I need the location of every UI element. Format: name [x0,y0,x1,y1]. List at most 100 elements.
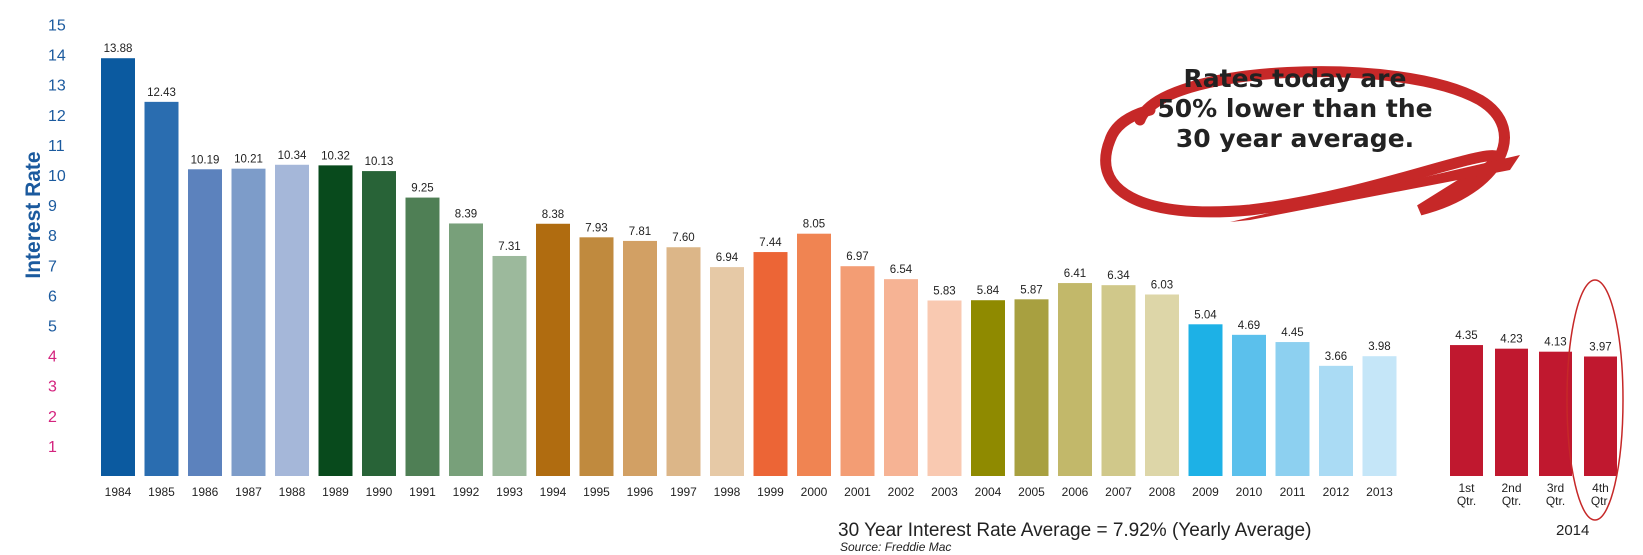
x-tick-label: 1994 [540,485,567,499]
bar-value-label: 6.03 [1151,279,1173,291]
bar-value-label: 3.66 [1325,351,1347,363]
callout-text: Rates today are 50% lower than the 30 ye… [1095,64,1495,154]
source-note: Source: Freddie Mac [840,540,952,554]
quarter-value-label: 4.13 [1544,337,1566,349]
bar [710,267,744,476]
bar-value-label: 8.05 [803,219,825,231]
quarter-tick-label: 1st [1458,481,1475,495]
x-tick-label: 2008 [1149,485,1176,499]
bar-value-label: 10.34 [278,150,307,162]
x-tick-label: 1990 [366,485,393,499]
quarter-bar [1495,348,1528,476]
x-tick-label: 1988 [279,485,306,499]
y-axis-title: Interest Rate [22,151,45,278]
quarter-value-label: 3.97 [1589,342,1611,354]
bar-value-label: 7.81 [629,226,651,238]
bars-2014-group: 4.351stQtr.4.232ndQtr.4.133rdQtr.3.974th… [1450,330,1617,508]
bar-value-label: 9.25 [411,183,433,195]
bar [144,101,179,477]
bar-value-label: 7.60 [672,232,694,244]
x-tick-label: 1995 [583,485,610,499]
x-tick-label: 1992 [453,485,480,499]
callout-ring [1100,66,1520,222]
x-tick-label: 2012 [1323,485,1350,499]
y-tick-label: 14 [48,48,66,65]
quarter-value-label: 4.35 [1455,330,1477,342]
x-tick-label: 1996 [627,485,654,499]
bar [318,165,353,477]
x-tick-label: 2007 [1105,485,1132,499]
callout-line-1: Rates today are [1183,64,1407,93]
bar [623,240,657,476]
y-tick-label: 15 [48,18,66,35]
bar-value-label: 5.87 [1020,284,1042,296]
bar-value-label: 7.31 [498,241,520,253]
average-note: 30 Year Interest Rate Average = 7.92% (Y… [838,520,1312,541]
y-tick-label: 3 [48,379,57,396]
bar [927,300,962,476]
bar-value-label: 3.98 [1368,341,1390,353]
y-tick-label: 12 [48,108,66,125]
x-tick-label: 1991 [409,485,436,499]
bar [1232,334,1266,476]
y-tick-label: 8 [48,228,57,245]
bar-value-label: 13.88 [104,43,133,55]
bar [971,300,1005,476]
bar-value-label: 6.97 [846,251,868,263]
bar [231,168,266,476]
bar [362,171,396,476]
quarter-tick-label: Qtr. [1502,494,1521,508]
bar [579,237,614,476]
x-tick-label: 2009 [1192,485,1219,499]
bar [1319,365,1353,476]
bar [275,164,309,477]
x-tick-label: 2000 [801,485,828,499]
y-tick-label: 1 [48,439,57,456]
bar [1145,294,1179,476]
x-tick-label: 2006 [1062,485,1089,499]
x-tick-label: 1989 [322,485,349,499]
quarter-tick-label: Qtr. [1546,494,1565,508]
bar-value-label: 5.84 [977,285,1000,297]
y-tick-label: 9 [48,198,57,215]
x-tick-label: 1997 [670,485,697,499]
bar-value-label: 10.13 [365,156,394,168]
bar-value-label: 6.54 [890,264,913,276]
bar-value-label: 8.39 [455,208,477,220]
x-tick-label: 2001 [844,485,871,499]
y-tick-label: 7 [48,258,57,275]
y-tick-label: 5 [48,319,57,336]
bar-value-label: 12.43 [147,87,176,99]
quarter-tick-label: Qtr. [1457,494,1476,508]
bar [797,233,831,476]
x-tick-label: 1987 [235,485,262,499]
bar [492,255,527,476]
bar [840,266,875,476]
bar [405,197,440,476]
bar [1275,342,1310,476]
bar-value-label: 10.32 [321,150,350,162]
y-tick-label: 6 [48,288,57,305]
y-tick-label: 4 [48,349,57,366]
bar-value-label: 4.45 [1281,327,1303,339]
y-tick-label: 13 [48,78,66,95]
bar-value-label: 6.34 [1107,270,1130,282]
x-tick-label: 2013 [1366,485,1393,499]
bar [536,223,570,476]
quarter-tick-label: Qtr. [1591,494,1610,508]
bar-value-label: 7.93 [585,222,607,234]
bar-value-label: 5.83 [933,286,955,298]
bar [1188,324,1223,476]
bar [1014,299,1049,476]
x-tick-label: 1998 [714,485,741,499]
quarter-bar [1450,345,1483,476]
bar [1101,285,1136,476]
quarter-tick-label: 4th [1592,481,1609,495]
bar-value-label: 10.21 [234,154,263,166]
x-tick-label: 2005 [1018,485,1045,499]
highlight-circle [1566,279,1624,521]
x-tick-label: 2002 [888,485,915,499]
bar-value-label: 5.04 [1194,309,1217,321]
